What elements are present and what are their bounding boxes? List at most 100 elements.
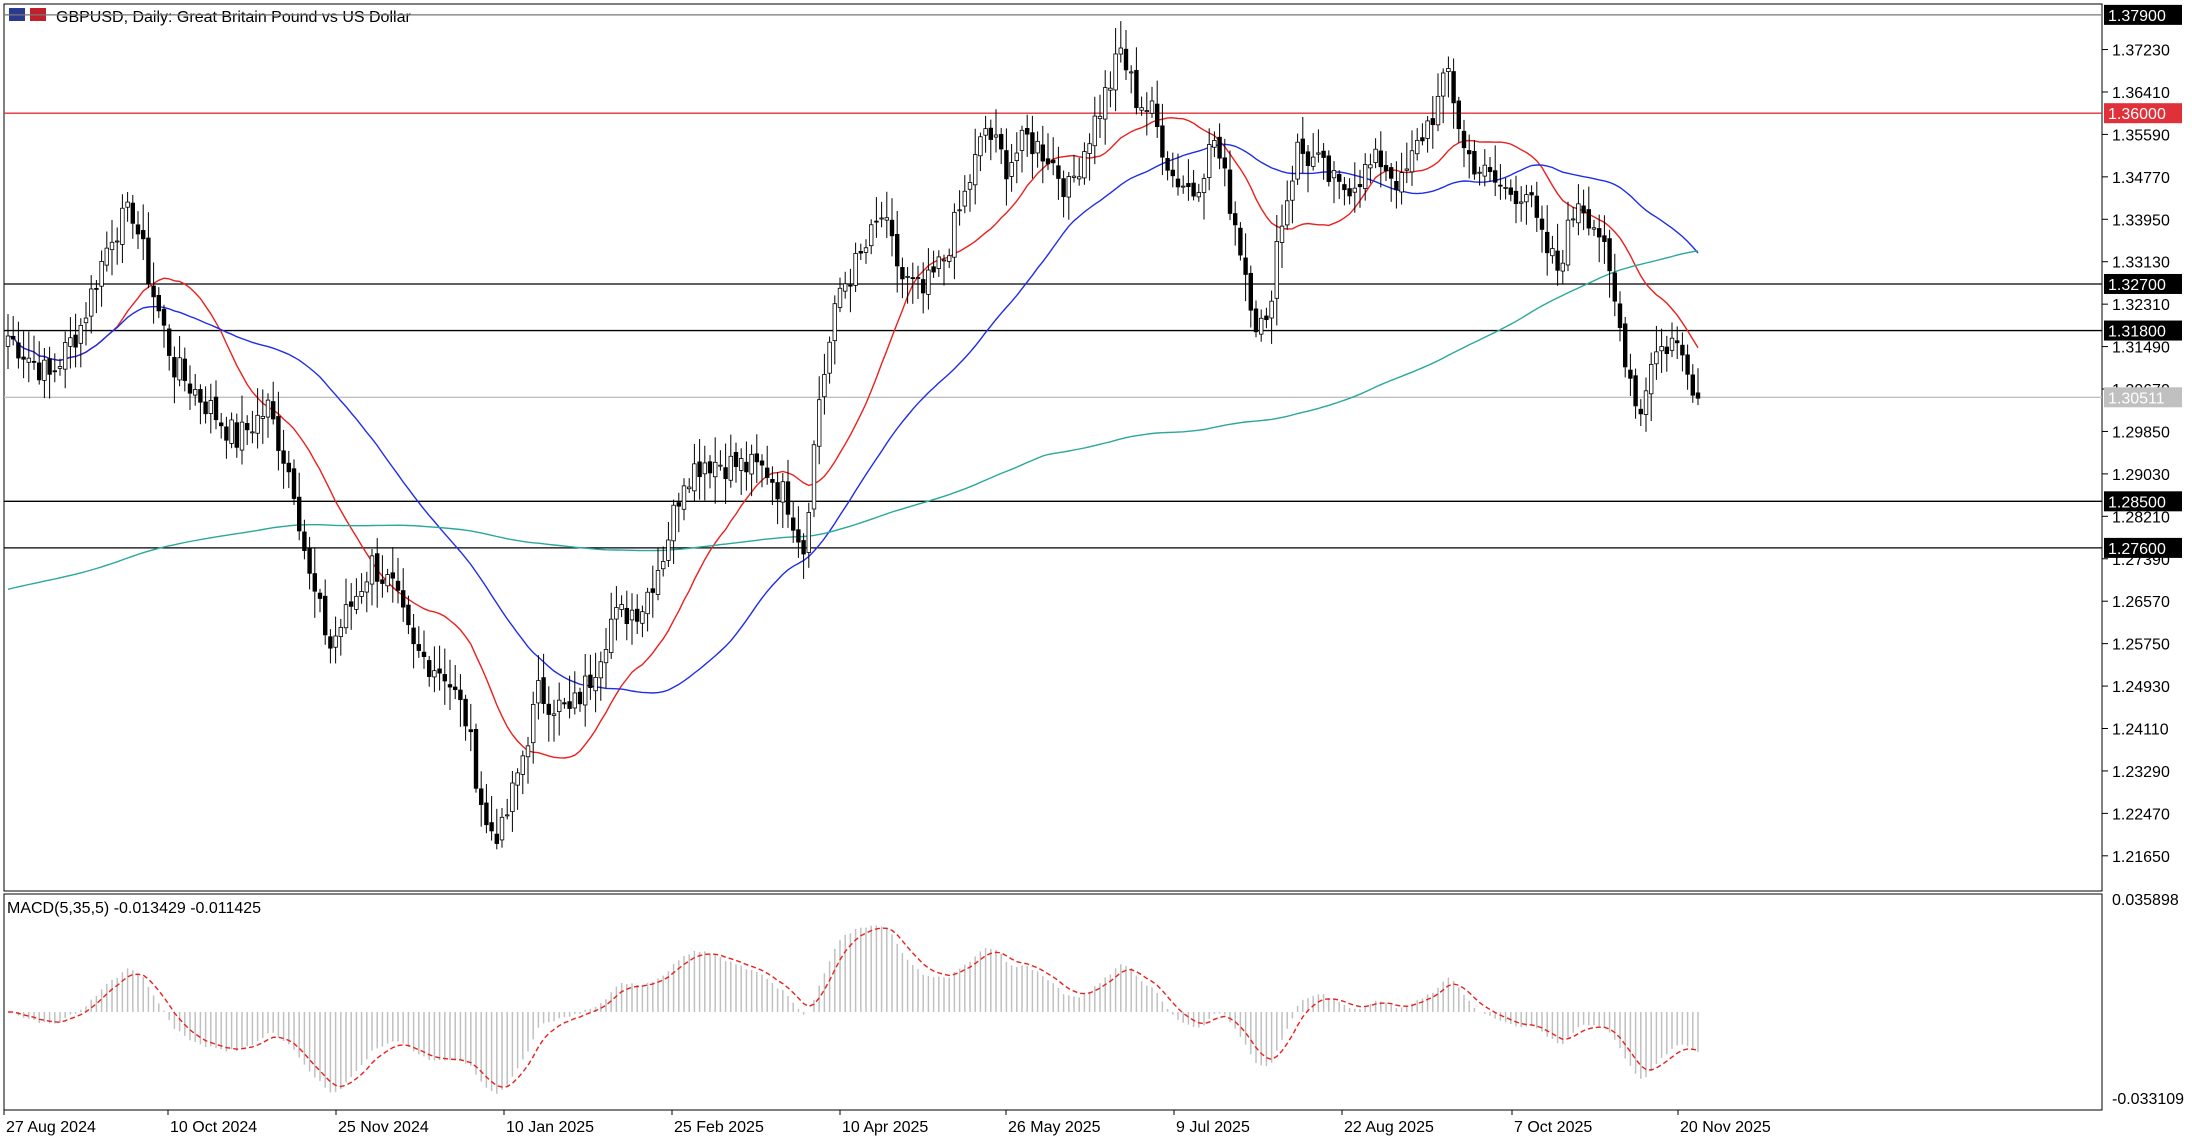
candle-body[interactable]: [588, 674, 593, 688]
candle-body[interactable]: [999, 134, 1004, 150]
candle-body[interactable]: [1576, 203, 1581, 224]
candle-body[interactable]: [884, 217, 889, 221]
candle-body[interactable]: [551, 713, 557, 716]
candle-body[interactable]: [1238, 227, 1243, 256]
candle-body[interactable]: [172, 357, 177, 378]
candle-body[interactable]: [57, 366, 63, 369]
candle-body[interactable]: [1378, 150, 1383, 168]
candle-body[interactable]: [1654, 351, 1659, 365]
candle-body[interactable]: [598, 661, 603, 679]
candle-body[interactable]: [26, 357, 31, 363]
candle-body[interactable]: [411, 627, 416, 645]
candle-body[interactable]: [546, 703, 551, 715]
candle-body[interactable]: [858, 251, 863, 254]
candle-body[interactable]: [1321, 150, 1326, 158]
candle-body[interactable]: [1207, 144, 1212, 178]
candle-body[interactable]: [499, 816, 505, 841]
candle-body[interactable]: [1279, 225, 1285, 243]
candle-body[interactable]: [333, 635, 338, 648]
candle-body[interactable]: [1311, 156, 1316, 167]
candle-body[interactable]: [1040, 144, 1045, 162]
candle-body[interactable]: [1342, 184, 1347, 191]
candle-body[interactable]: [1602, 235, 1607, 242]
candle-body[interactable]: [983, 128, 988, 136]
candle-body[interactable]: [931, 266, 936, 273]
candle-body[interactable]: [73, 334, 78, 348]
candle-body[interactable]: [749, 453, 754, 475]
candle-body[interactable]: [1581, 205, 1586, 214]
candle-body[interactable]: [562, 702, 567, 705]
candle-body[interactable]: [687, 486, 692, 490]
candle-body[interactable]: [458, 689, 463, 701]
candle-body[interactable]: [577, 691, 583, 705]
candle-body[interactable]: [1487, 167, 1493, 173]
candle-body[interactable]: [1019, 129, 1025, 151]
candle-body[interactable]: [1643, 390, 1649, 415]
candle-body[interactable]: [692, 463, 697, 492]
candle-body[interactable]: [1222, 157, 1227, 169]
candle-body[interactable]: [541, 677, 546, 704]
candle-body[interactable]: [244, 423, 250, 431]
candle-body[interactable]: [203, 401, 208, 415]
candle-body[interactable]: [1347, 188, 1352, 197]
candle-body[interactable]: [1118, 47, 1123, 55]
candle-body[interactable]: [78, 325, 83, 344]
candle-body[interactable]: [1363, 164, 1368, 189]
candle-body[interactable]: [296, 496, 302, 532]
candle-body[interactable]: [1201, 178, 1207, 193]
candle-body[interactable]: [1467, 150, 1472, 155]
candle-body[interactable]: [1513, 190, 1519, 205]
candle-body[interactable]: [1368, 164, 1373, 169]
candle-body[interactable]: [151, 285, 156, 298]
candle-body[interactable]: [1420, 137, 1425, 142]
candle-body[interactable]: [1461, 130, 1467, 149]
candle-body[interactable]: [1316, 152, 1321, 155]
candle-body[interactable]: [1066, 176, 1071, 198]
candle-body[interactable]: [1498, 184, 1503, 187]
candle-body[interactable]: [255, 414, 260, 434]
candle-body[interactable]: [68, 337, 73, 347]
candle-body[interactable]: [957, 209, 962, 212]
candle-body[interactable]: [1025, 127, 1030, 135]
candle-body[interactable]: [1191, 182, 1196, 197]
candle-body[interactable]: [915, 277, 921, 279]
candle-body[interactable]: [1077, 176, 1082, 180]
candle-body[interactable]: [156, 295, 161, 312]
candle-body[interactable]: [671, 504, 676, 542]
candle-body[interactable]: [1170, 169, 1175, 177]
candle-body[interactable]: [1508, 187, 1513, 195]
candle-body[interactable]: [302, 531, 307, 552]
candle-body[interactable]: [1539, 218, 1545, 230]
candle-body[interactable]: [525, 745, 531, 758]
candle-body[interactable]: [1675, 340, 1680, 344]
candle-body[interactable]: [338, 627, 343, 637]
candle-body[interactable]: [94, 288, 99, 290]
candle-body[interactable]: [510, 782, 515, 812]
candle-body[interactable]: [1123, 48, 1129, 71]
candle-body[interactable]: [936, 256, 941, 269]
price-axis[interactable]: 1.37230 1.36410 1.35590 1.34770 1.33950 1.331…: [2102, 43, 2170, 866]
candle-body[interactable]: [463, 698, 468, 727]
candle-body[interactable]: [1664, 346, 1669, 355]
candle-body[interactable]: [1477, 171, 1482, 174]
candle-body[interactable]: [187, 383, 193, 394]
candle-body[interactable]: [1082, 151, 1087, 179]
candle-body[interactable]: [208, 400, 213, 414]
candle-body[interactable]: [1649, 364, 1654, 395]
macd-panel[interactable]: MACD(5,35,5) -0.013429 -0.011425: [3, 893, 2103, 1111]
candle-body[interactable]: [895, 234, 900, 267]
candle-body[interactable]: [609, 618, 614, 654]
candle-body[interactable]: [1149, 100, 1155, 114]
candle-body[interactable]: [89, 288, 94, 317]
candle-body[interactable]: [1680, 344, 1685, 356]
candle-body[interactable]: [1435, 95, 1441, 126]
candle-body[interactable]: [1274, 241, 1279, 299]
candle-body[interactable]: [650, 588, 655, 593]
candle-body[interactable]: [16, 342, 21, 359]
candle-body[interactable]: [1129, 71, 1134, 74]
candle-body[interactable]: [1695, 392, 1701, 399]
candle-body[interactable]: [447, 684, 453, 688]
candle-body[interactable]: [1051, 159, 1056, 164]
candle-body[interactable]: [1404, 168, 1409, 171]
candle-body[interactable]: [317, 592, 323, 599]
